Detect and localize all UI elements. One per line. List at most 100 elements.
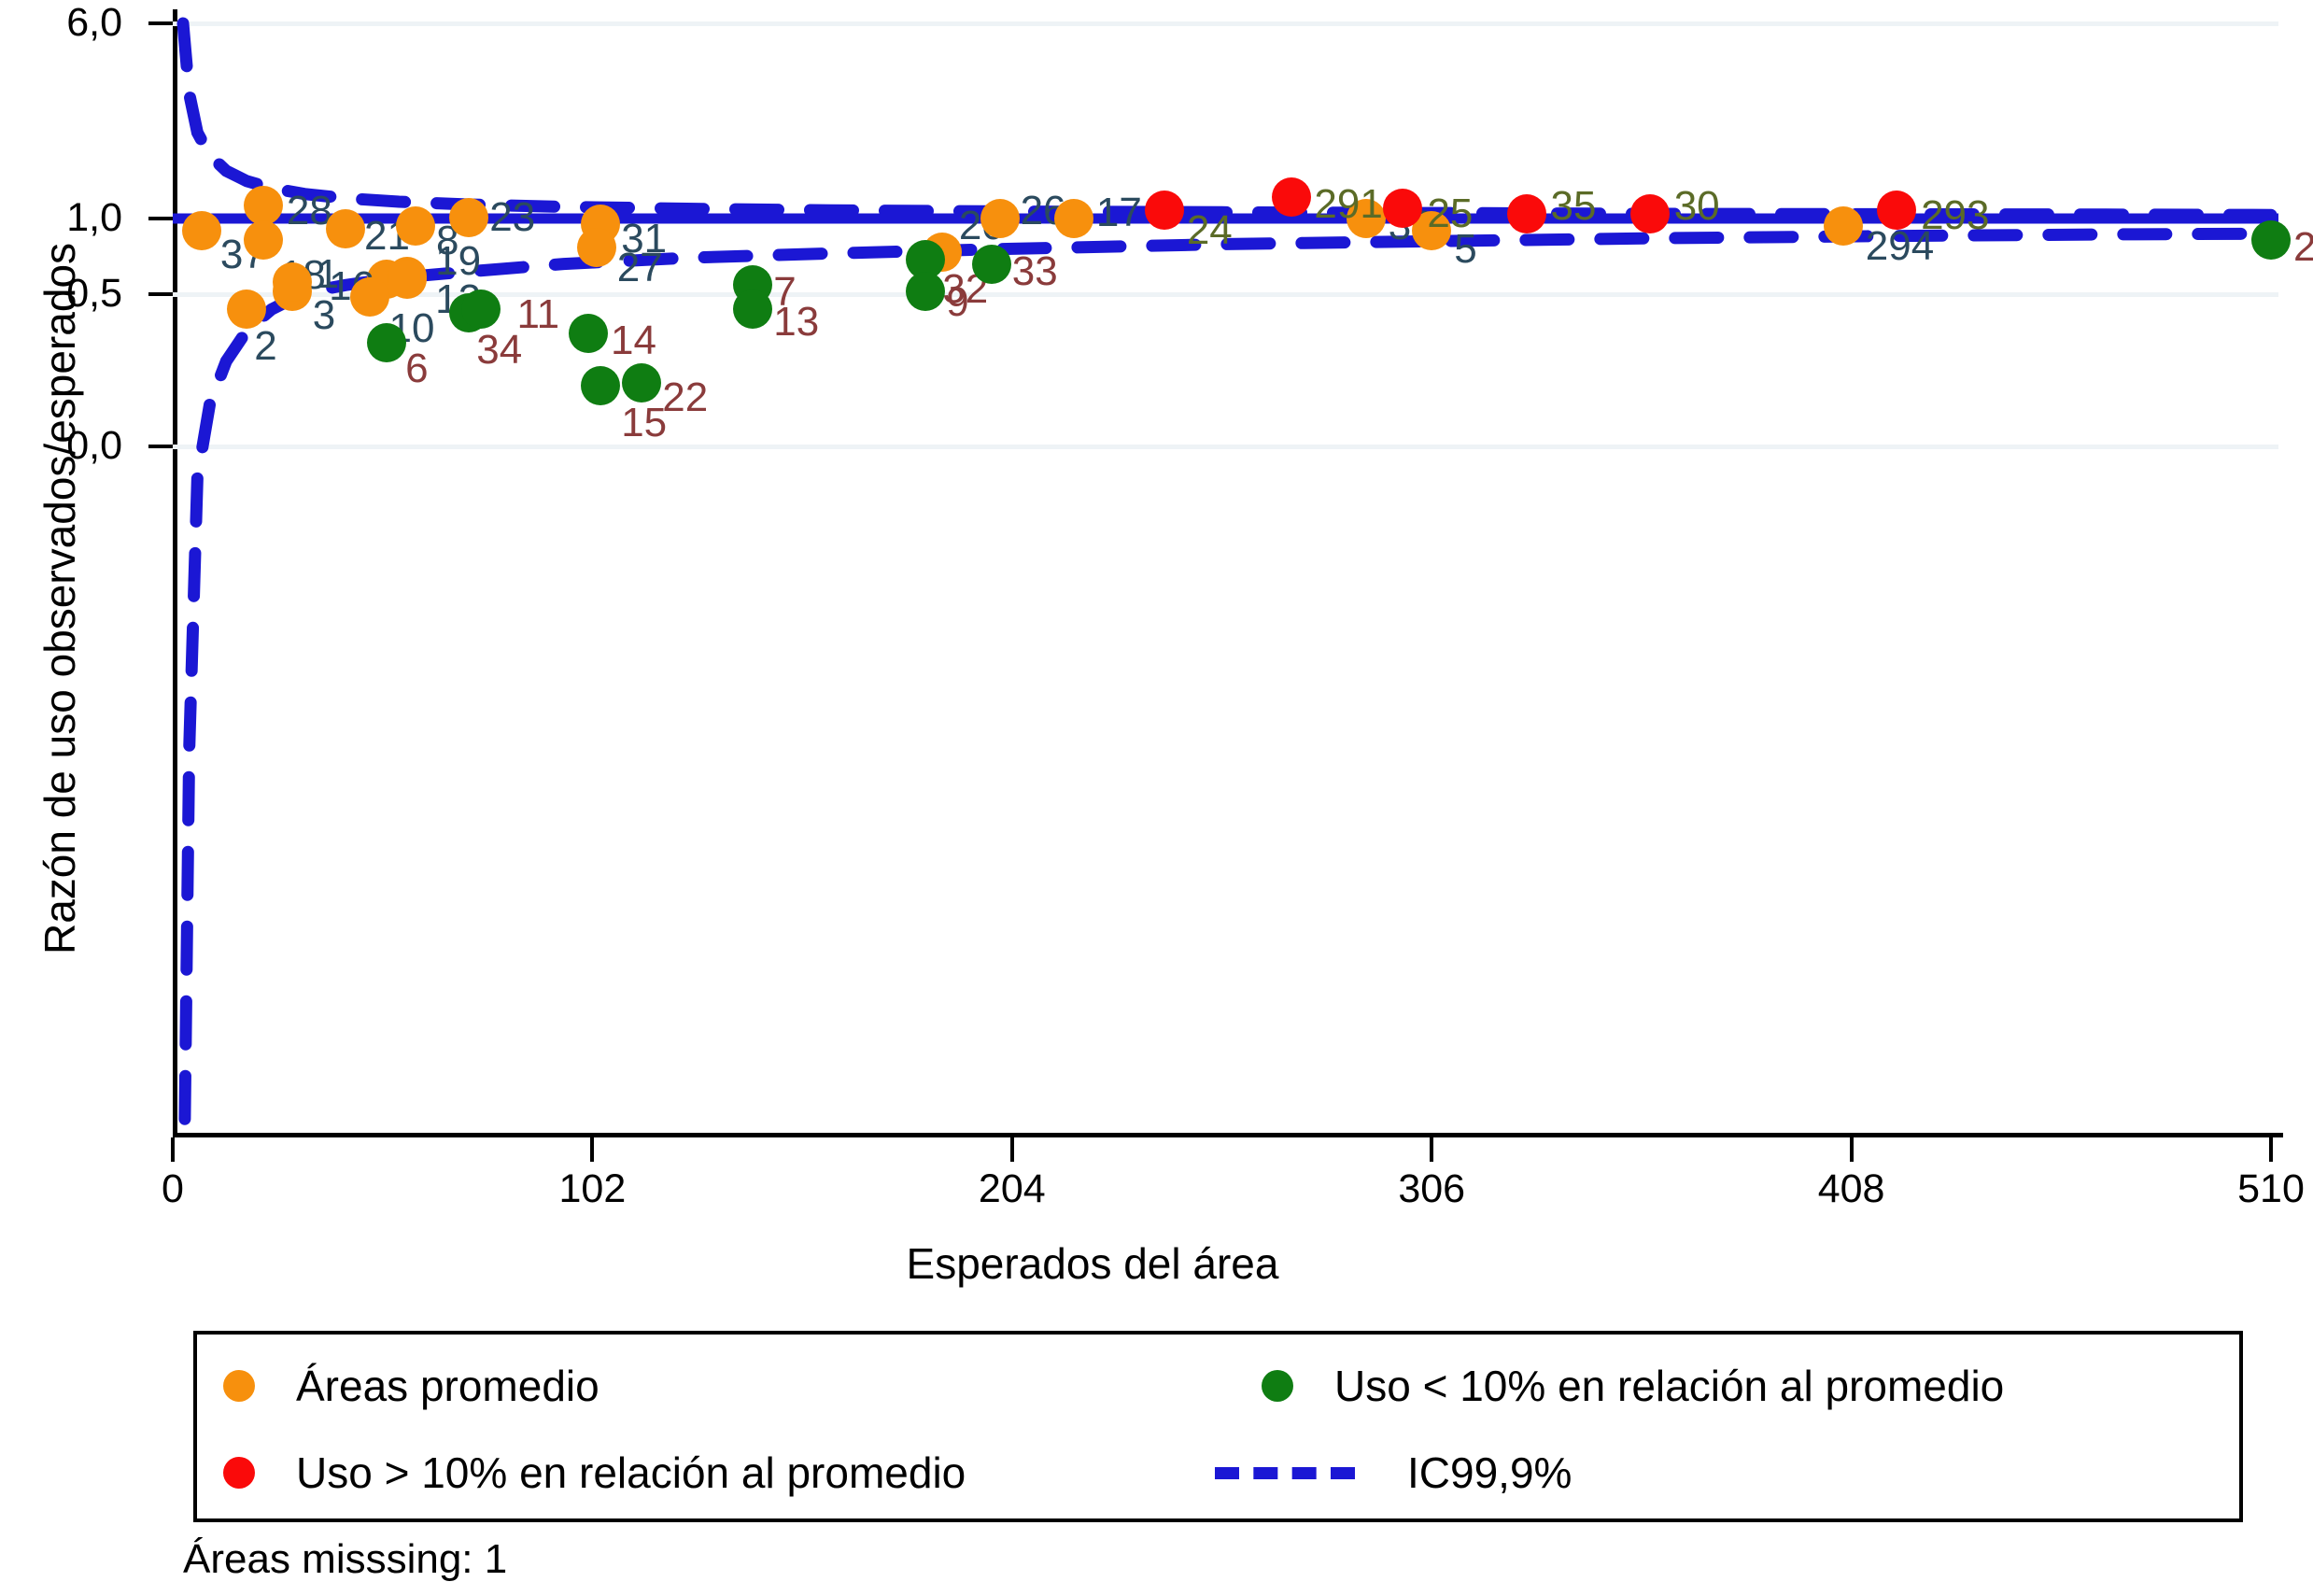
data-point[interactable]	[181, 210, 221, 250]
data-point-label: 292	[2293, 223, 2313, 270]
legend-item: Uso > 10% en relación al promedio	[223, 1451, 966, 1494]
data-point[interactable]	[576, 227, 616, 267]
data-point-label: 2	[254, 323, 277, 370]
data-point[interactable]	[971, 244, 1011, 284]
x-axis-line	[173, 1133, 2283, 1137]
data-point-label: 3	[312, 291, 336, 338]
data-point[interactable]	[980, 199, 1020, 238]
data-point[interactable]	[906, 271, 946, 311]
data-point[interactable]	[568, 314, 608, 354]
data-point-label: 35	[1550, 182, 1597, 229]
gridline	[173, 21, 2278, 26]
plot-canvas	[173, 17, 2278, 1125]
legend-dot-icon	[1262, 1370, 1293, 1402]
x-tick-label: 204	[978, 1166, 1046, 1211]
legend-label: Uso > 10% en relación al promedio	[296, 1448, 966, 1497]
x-tick-label: 306	[1398, 1166, 1466, 1211]
data-point-label: 1	[316, 251, 340, 298]
x-tick-mark	[171, 1137, 175, 1162]
data-point-label: 24	[1186, 206, 1233, 253]
data-point[interactable]	[1629, 194, 1670, 234]
legend-label: Uso < 10% en relación al promedio	[1334, 1362, 2005, 1410]
y-tick-label: 6,0	[66, 0, 122, 45]
footnote: Áreas misssing: 1	[183, 1536, 508, 1582]
data-point-label: 14	[610, 318, 656, 364]
data-point[interactable]	[622, 362, 662, 403]
data-point-label: 31	[621, 216, 668, 262]
y-axis-line	[173, 9, 177, 1135]
data-point-label: 294	[1865, 223, 1935, 270]
legend-item: Uso < 10% en relación al promedio	[1262, 1364, 2004, 1407]
x-tick-label: 510	[2237, 1166, 2305, 1211]
data-point-label: 19	[435, 237, 482, 284]
data-point-label: 7	[773, 269, 797, 316]
data-point[interactable]	[461, 290, 501, 330]
data-point[interactable]	[1383, 189, 1423, 229]
data-point[interactable]	[2251, 219, 2291, 260]
data-point[interactable]	[1346, 199, 1386, 238]
data-point[interactable]	[733, 290, 773, 330]
data-point[interactable]	[449, 197, 489, 237]
data-point-label: 6	[405, 346, 429, 392]
plot-area: 3728182312116191210823312720261736529463…	[173, 9, 2313, 1125]
data-point[interactable]	[1823, 206, 1863, 247]
data-point-label: 11	[516, 291, 560, 338]
data-point-label: 27	[616, 244, 663, 290]
data-point[interactable]	[1506, 193, 1546, 233]
data-point[interactable]	[581, 365, 621, 405]
legend-item: IC99,9%	[1215, 1451, 1572, 1494]
gridline	[173, 445, 2278, 449]
y-tick-mark	[148, 21, 173, 25]
x-tick-mark	[1849, 1137, 1854, 1162]
data-point[interactable]	[243, 219, 283, 260]
legend-dash-icon	[1215, 1466, 1355, 1479]
x-tick-mark	[1009, 1137, 1014, 1162]
data-point-label: 293	[1921, 191, 1990, 238]
data-point[interactable]	[395, 206, 435, 247]
x-axis-title: Esperados del área	[906, 1239, 1279, 1288]
legend-item: Áreas promedio	[223, 1364, 599, 1407]
data-point-label: 22	[662, 374, 709, 420]
data-point-label: 30	[1673, 183, 1720, 230]
data-point-label: 9	[946, 278, 969, 325]
legend: Áreas promedio Uso < 10% en relación al p…	[193, 1331, 2243, 1522]
data-point[interactable]	[1144, 190, 1184, 230]
y-axis-title: Razón de uso observados/esperados	[35, 242, 84, 955]
data-point[interactable]	[326, 209, 366, 249]
data-point-label: 13	[773, 299, 820, 346]
data-point-label: 291	[1314, 181, 1383, 227]
legend-label: Áreas promedio	[296, 1362, 599, 1410]
data-point[interactable]	[1053, 198, 1093, 238]
legend-label: IC99,9%	[1407, 1448, 1573, 1497]
data-point[interactable]	[1272, 177, 1312, 217]
gridline	[173, 292, 2278, 297]
y-tick-label: 1,0	[66, 195, 122, 240]
data-point-label: 25	[1427, 191, 1474, 237]
data-point[interactable]	[388, 259, 428, 299]
data-point-label: 17	[1095, 189, 1142, 235]
legend-dot-icon	[223, 1370, 255, 1402]
x-tick-mark	[1430, 1137, 1434, 1162]
data-point-label: 5	[1454, 225, 1477, 272]
data-point-label: 34	[476, 326, 523, 373]
ci-upper-curve	[176, 17, 2278, 221]
data-point[interactable]	[272, 262, 312, 303]
data-point[interactable]	[243, 186, 283, 226]
data-point[interactable]	[367, 323, 407, 363]
legend-dot-icon	[223, 1457, 255, 1489]
x-tick-label: 408	[1817, 1166, 1885, 1211]
data-point[interactable]	[350, 277, 390, 318]
y-tick-mark	[148, 292, 173, 296]
y-tick-label: 0,5	[66, 271, 122, 316]
x-tick-mark	[590, 1137, 595, 1162]
x-tick-mark	[2269, 1137, 2273, 1162]
data-point[interactable]	[1877, 190, 1917, 230]
data-point-label: 28	[286, 188, 332, 234]
x-tick-label: 102	[558, 1166, 627, 1211]
y-tick-mark	[148, 217, 173, 220]
data-point[interactable]	[227, 290, 267, 330]
x-tick-label: 0	[162, 1166, 184, 1211]
y-tick-label: 0,0	[66, 423, 122, 468]
y-tick-mark	[148, 445, 173, 448]
